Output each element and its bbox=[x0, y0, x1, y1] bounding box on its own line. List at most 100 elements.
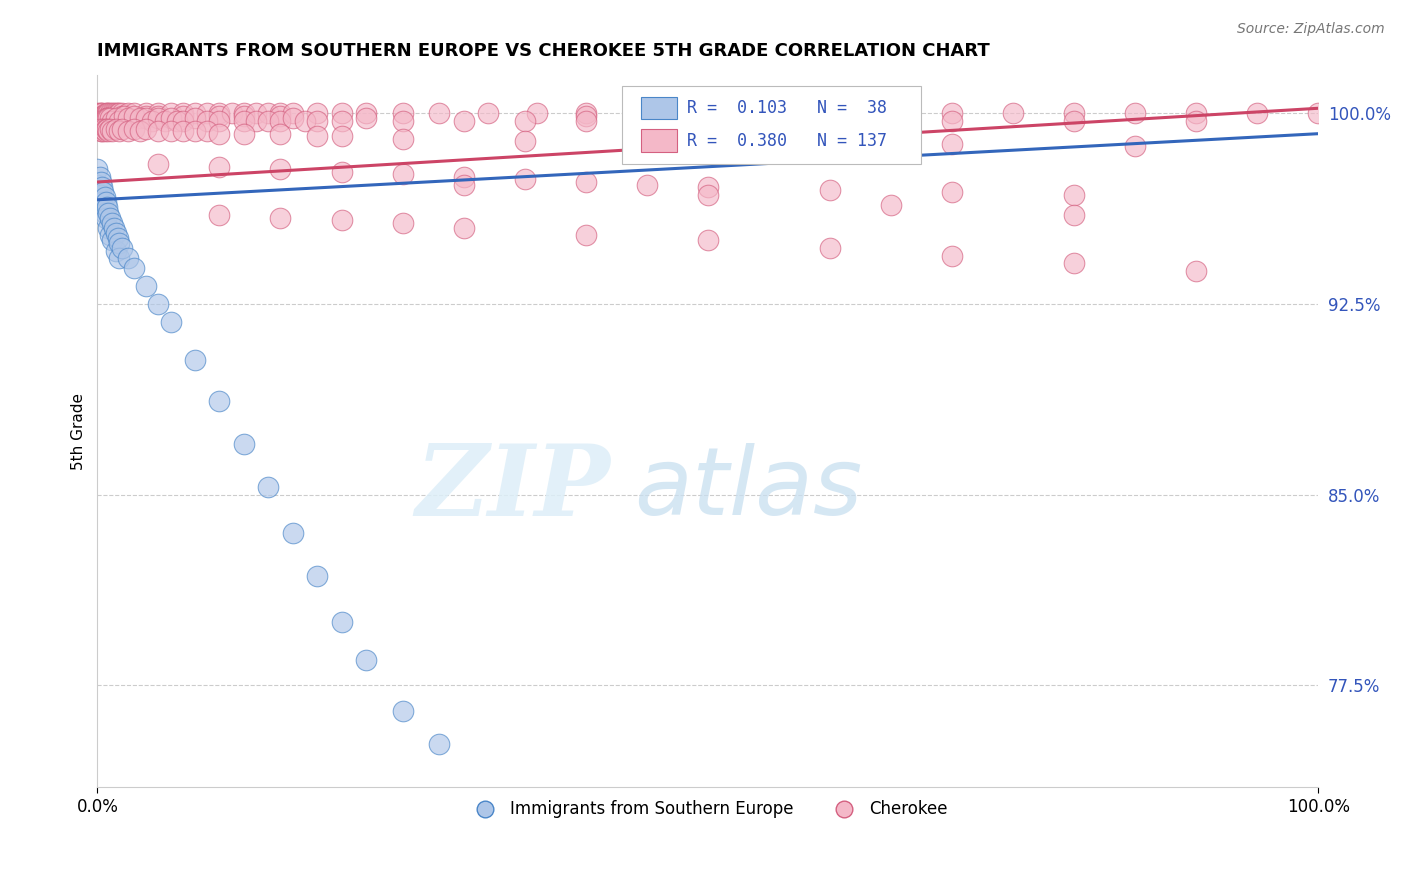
Point bbox=[98, 121, 121, 136]
Point bbox=[117, 252, 139, 266]
Point bbox=[97, 106, 120, 120]
Point bbox=[818, 109, 841, 123]
Point bbox=[269, 109, 291, 123]
Point bbox=[1063, 187, 1085, 202]
Point bbox=[90, 112, 112, 126]
Point bbox=[427, 106, 450, 120]
Point bbox=[1123, 139, 1146, 153]
Point bbox=[111, 241, 134, 255]
Point bbox=[135, 106, 157, 120]
Y-axis label: 5th Grade: 5th Grade bbox=[72, 392, 86, 470]
Point bbox=[148, 106, 170, 120]
Point bbox=[941, 106, 963, 120]
Point bbox=[91, 180, 114, 194]
Text: IMMIGRANTS FROM SOUTHERN EUROPE VS CHEROKEE 5TH GRADE CORRELATION CHART: IMMIGRANTS FROM SOUTHERN EUROPE VS CHERO… bbox=[97, 42, 990, 60]
Point bbox=[208, 208, 231, 222]
Point bbox=[307, 106, 329, 120]
Point bbox=[427, 737, 450, 751]
Point bbox=[86, 178, 108, 192]
Point bbox=[526, 106, 548, 120]
Point bbox=[195, 124, 218, 138]
Point bbox=[307, 569, 329, 583]
Point bbox=[97, 124, 120, 138]
Point bbox=[880, 106, 903, 120]
Point bbox=[1308, 106, 1330, 120]
Point bbox=[818, 241, 841, 255]
Point bbox=[101, 124, 124, 138]
Point bbox=[108, 106, 131, 120]
Point bbox=[281, 112, 304, 126]
Point bbox=[477, 106, 499, 120]
Point bbox=[159, 315, 181, 329]
Point bbox=[89, 112, 111, 126]
Point bbox=[758, 136, 780, 151]
Point bbox=[93, 109, 115, 123]
Point bbox=[281, 525, 304, 540]
Point bbox=[1185, 264, 1208, 278]
Point bbox=[330, 165, 353, 179]
Point bbox=[104, 112, 127, 126]
Point bbox=[696, 106, 718, 120]
Point bbox=[93, 185, 115, 199]
Point bbox=[89, 106, 111, 120]
Point bbox=[696, 180, 718, 194]
Point bbox=[330, 213, 353, 227]
Point bbox=[269, 162, 291, 177]
Point bbox=[94, 195, 117, 210]
Point bbox=[166, 114, 188, 128]
Point bbox=[148, 124, 170, 138]
Point bbox=[153, 114, 176, 128]
Point bbox=[453, 178, 475, 192]
Text: Source: ZipAtlas.com: Source: ZipAtlas.com bbox=[1237, 22, 1385, 37]
Point bbox=[257, 114, 280, 128]
Point bbox=[86, 114, 108, 128]
Point bbox=[391, 704, 413, 718]
Point bbox=[103, 106, 125, 120]
Point bbox=[941, 136, 963, 151]
Point bbox=[111, 106, 134, 120]
Point bbox=[232, 127, 254, 141]
Point bbox=[89, 169, 111, 184]
Point bbox=[391, 167, 413, 181]
Point bbox=[104, 109, 127, 123]
Point bbox=[101, 109, 124, 123]
Point bbox=[208, 109, 231, 123]
Point bbox=[90, 106, 112, 120]
Point bbox=[86, 119, 108, 133]
Point bbox=[104, 244, 127, 258]
Point bbox=[96, 106, 118, 120]
Point bbox=[391, 132, 413, 146]
Point bbox=[91, 195, 114, 210]
Point bbox=[1246, 106, 1268, 120]
Point bbox=[269, 127, 291, 141]
Point bbox=[208, 127, 231, 141]
Point bbox=[108, 124, 131, 138]
Point bbox=[575, 175, 598, 189]
Point bbox=[86, 106, 108, 120]
Point bbox=[575, 109, 598, 123]
Point bbox=[91, 119, 114, 133]
Point bbox=[941, 114, 963, 128]
Text: R =  0.103   N =  38: R = 0.103 N = 38 bbox=[688, 99, 887, 117]
Point bbox=[148, 157, 170, 171]
Point bbox=[129, 124, 152, 138]
Point bbox=[122, 106, 145, 120]
Point bbox=[575, 114, 598, 128]
Point bbox=[111, 109, 134, 123]
Point bbox=[93, 121, 115, 136]
Point bbox=[122, 121, 145, 136]
Point bbox=[281, 106, 304, 120]
Point bbox=[208, 160, 231, 174]
Text: ZIP: ZIP bbox=[415, 440, 610, 536]
Point bbox=[159, 124, 181, 138]
Point bbox=[1185, 114, 1208, 128]
Point bbox=[294, 114, 316, 128]
Point bbox=[90, 201, 112, 215]
Point bbox=[1123, 106, 1146, 120]
Point bbox=[98, 112, 121, 126]
Point bbox=[101, 114, 124, 128]
Point bbox=[330, 114, 353, 128]
Point bbox=[330, 106, 353, 120]
Point bbox=[112, 109, 135, 123]
Point bbox=[453, 220, 475, 235]
